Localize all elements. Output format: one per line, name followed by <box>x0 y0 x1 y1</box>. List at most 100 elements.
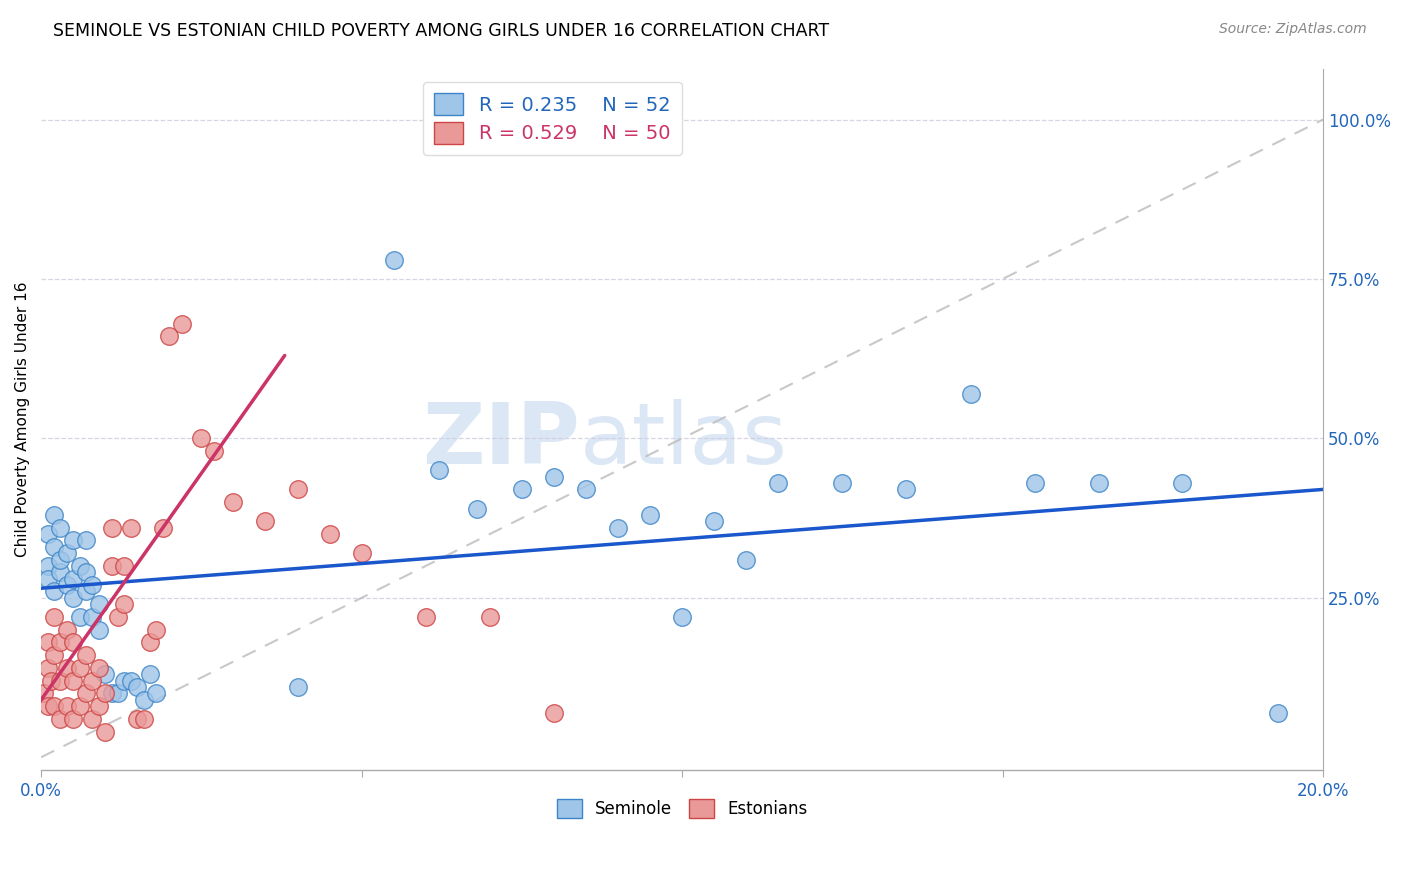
Point <box>37 635 59 649</box>
Point <box>382 252 405 267</box>
Point <box>82 610 104 624</box>
Point <box>37 527 59 541</box>
Point <box>62 712 84 726</box>
Point <box>42 584 65 599</box>
Point <box>42 699 65 714</box>
Point <box>671 610 693 624</box>
Point <box>114 558 136 573</box>
Point <box>87 699 110 714</box>
Point <box>75 584 97 599</box>
Point <box>82 578 104 592</box>
Point <box>350 546 373 560</box>
Point <box>543 469 565 483</box>
Point <box>69 661 91 675</box>
Point <box>75 566 97 580</box>
Point <box>62 572 84 586</box>
Point <box>42 540 65 554</box>
Point <box>75 533 97 548</box>
Point <box>510 483 533 497</box>
Point <box>49 552 72 566</box>
Point <box>82 673 104 688</box>
Point <box>49 635 72 649</box>
Point <box>34 686 56 700</box>
Text: ZIP: ZIP <box>422 399 579 482</box>
Point <box>735 552 758 566</box>
Point <box>427 463 450 477</box>
Point <box>132 693 155 707</box>
Point <box>87 661 110 675</box>
Point <box>55 578 77 592</box>
Point <box>114 673 136 688</box>
Point <box>100 558 122 573</box>
Text: atlas: atlas <box>579 399 787 482</box>
Point <box>157 329 180 343</box>
Point <box>39 673 62 688</box>
Point <box>478 610 501 624</box>
Point <box>49 673 72 688</box>
Point <box>254 514 277 528</box>
Point <box>1024 476 1046 491</box>
Point <box>139 635 162 649</box>
Text: Source: ZipAtlas.com: Source: ZipAtlas.com <box>1219 22 1367 37</box>
Point <box>114 597 136 611</box>
Point <box>287 483 309 497</box>
Point <box>107 610 129 624</box>
Point <box>127 712 149 726</box>
Point <box>55 661 77 675</box>
Point <box>42 508 65 522</box>
Point <box>127 680 149 694</box>
Point <box>69 558 91 573</box>
Point <box>62 591 84 605</box>
Point <box>152 521 174 535</box>
Point <box>87 623 110 637</box>
Point <box>768 476 790 491</box>
Point <box>1087 476 1109 491</box>
Point <box>222 495 245 509</box>
Point <box>55 546 77 560</box>
Point <box>49 521 72 535</box>
Point <box>415 610 437 624</box>
Point <box>896 483 918 497</box>
Point <box>94 667 117 681</box>
Point <box>1171 476 1194 491</box>
Point <box>37 661 59 675</box>
Point <box>959 386 981 401</box>
Y-axis label: Child Poverty Among Girls Under 16: Child Poverty Among Girls Under 16 <box>15 282 30 557</box>
Point <box>172 317 194 331</box>
Point <box>638 508 661 522</box>
Point <box>37 558 59 573</box>
Point <box>831 476 853 491</box>
Point <box>62 673 84 688</box>
Point <box>87 597 110 611</box>
Point <box>120 521 142 535</box>
Point <box>107 686 129 700</box>
Point <box>75 648 97 663</box>
Point <box>94 724 117 739</box>
Point <box>703 514 725 528</box>
Point <box>465 501 488 516</box>
Point <box>49 712 72 726</box>
Point <box>42 610 65 624</box>
Point <box>120 673 142 688</box>
Point <box>575 483 598 497</box>
Point <box>190 431 212 445</box>
Point <box>139 667 162 681</box>
Point <box>49 566 72 580</box>
Point <box>318 527 340 541</box>
Point <box>145 686 167 700</box>
Point <box>69 610 91 624</box>
Point <box>145 623 167 637</box>
Point <box>75 686 97 700</box>
Point <box>543 706 565 720</box>
Legend: Seminole, Estonians: Seminole, Estonians <box>550 793 814 825</box>
Point <box>82 712 104 726</box>
Text: SEMINOLE VS ESTONIAN CHILD POVERTY AMONG GIRLS UNDER 16 CORRELATION CHART: SEMINOLE VS ESTONIAN CHILD POVERTY AMONG… <box>53 22 830 40</box>
Point <box>62 533 84 548</box>
Point <box>55 623 77 637</box>
Point <box>55 699 77 714</box>
Point <box>1267 706 1289 720</box>
Point <box>607 521 630 535</box>
Point <box>62 635 84 649</box>
Point <box>37 699 59 714</box>
Point <box>100 686 122 700</box>
